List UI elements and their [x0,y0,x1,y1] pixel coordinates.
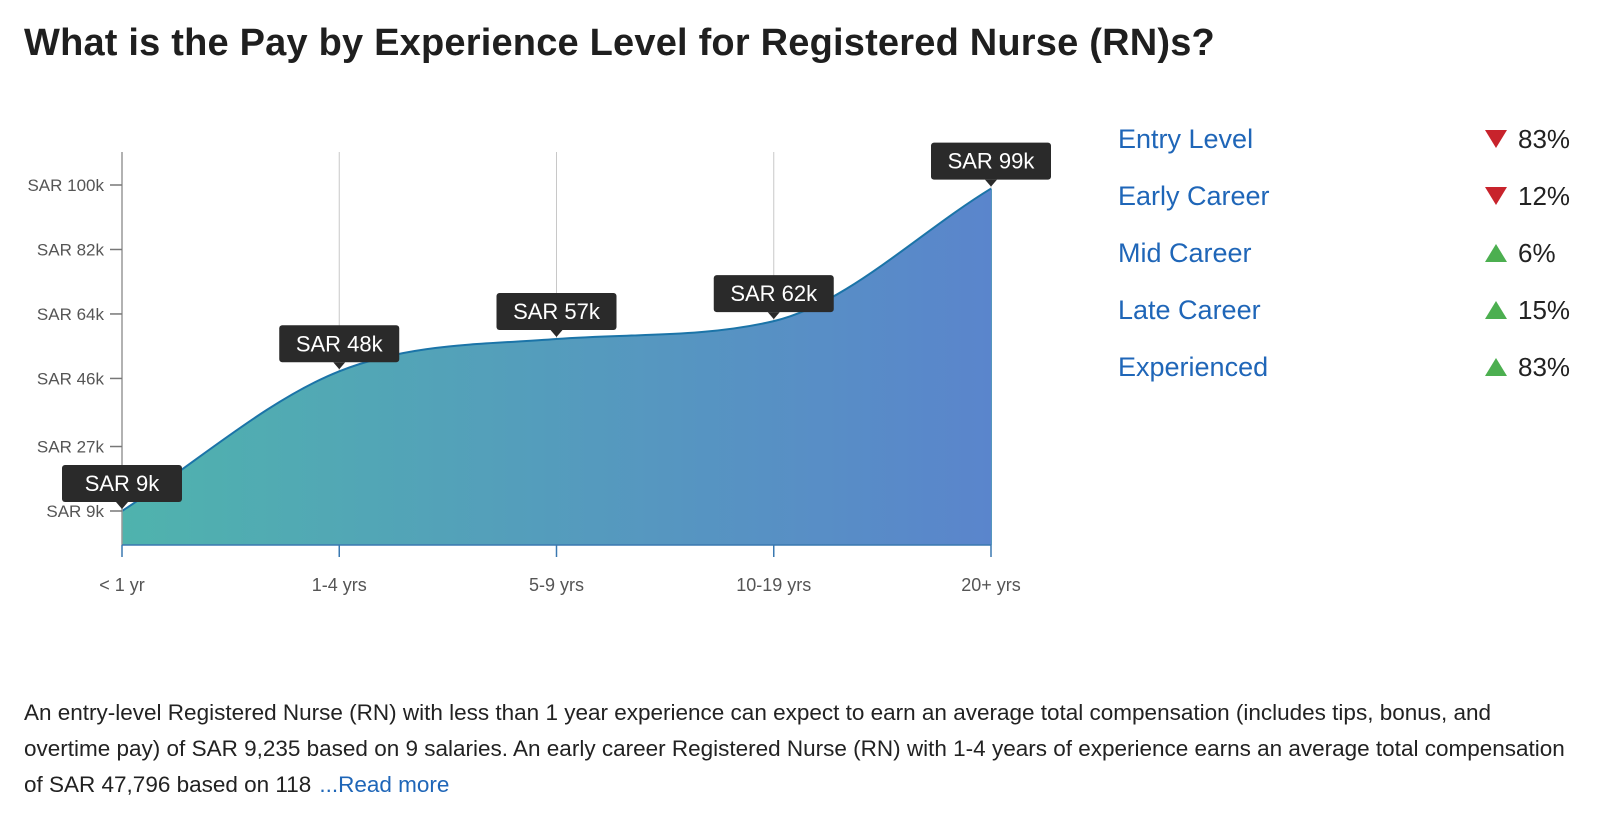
y-tick-label: SAR 46k [37,369,105,388]
x-axis-ticks: < 1 yr 1-4 yrs 5-9 yrs 10-19 yrs 20+ yrs [99,545,1021,595]
y-tick-label: SAR 100k [27,176,104,195]
legend-item-label[interactable]: Late Career [1118,295,1261,325]
value-tooltip: SAR 9k [62,465,182,509]
tooltip-box [713,275,834,313]
triangle-up-icon [1485,244,1507,262]
tooltip-pointer [333,362,346,370]
triangle-up-icon [1485,301,1507,319]
legend-item: Experienced 83% [1118,348,1578,405]
tooltip-pointer [767,312,780,320]
y-tick-label: SAR 27k [37,438,105,457]
legend-item-percent: 83% [1518,124,1571,154]
pay-line [121,187,992,512]
tooltip-box [931,142,1051,180]
x-tick-label: < 1 yr [99,575,145,595]
pay-area [122,188,991,545]
value-tooltip: SAR 57k [496,293,617,338]
triangle-down-icon [1485,187,1507,205]
y-tick-label: SAR 64k [37,305,105,324]
tooltip-label: SAR 9k [85,471,161,496]
value-tooltip: SAR 99k [931,142,1051,187]
tooltip-label: SAR 62k [730,281,818,306]
legend-item-label[interactable]: Experienced [1118,352,1269,382]
page-title: What is the Pay by Experience Level for … [24,22,1215,64]
x-tick-label: 20+ yrs [961,575,1021,595]
pay-by-experience-chart: SAR 9k SAR 27k SAR 46k SAR 64k SAR 82k SAR 10… [27,142,1051,595]
legend-item-label[interactable]: Early Career [1118,181,1270,211]
tooltip-label: SAR 99k [948,149,1036,174]
tooltip-box [279,325,400,363]
tooltip-pointer [985,179,997,187]
legend-item-label[interactable]: Entry Level [1118,124,1254,154]
x-tick-label: 5-9 yrs [529,575,584,595]
triangle-up-icon [1485,358,1507,376]
legend-item: Mid Career 6% [1118,234,1578,291]
y-axis-ticks: SAR 9k SAR 27k SAR 46k SAR 64k SAR 82k SAR 10… [27,176,122,521]
y-tick-label: SAR 9k [46,502,104,521]
legend-item: Late Career 15% [1118,291,1578,348]
tooltip-box [496,293,617,331]
tooltip-pointer [116,502,128,509]
tooltip-box [62,465,182,502]
experience-legend: Entry Level 83% Early Career 12% Mid Career 6… [1118,120,1578,405]
description-paragraph: An entry-level Registered Nurse (RN) wit… [24,695,1574,803]
legend-item-percent: 12% [1518,181,1571,211]
triangle-down-icon [1485,130,1507,148]
tooltip-label: SAR 57k [513,299,601,324]
legend-item-percent: 15% [1518,295,1571,325]
read-more-link[interactable]: ...Read more [319,772,450,797]
value-tooltips: SAR 9k SAR 48k SAR 57k SAR 62k SAR 99k [62,142,1051,509]
legend-item: Early Career 12% [1118,177,1578,234]
description-text: An entry-level Registered Nurse (RN) wit… [24,700,1565,797]
legend-item-percent: 6% [1518,238,1556,268]
value-tooltip: SAR 48k [279,325,400,370]
tooltip-pointer [550,330,563,338]
value-tooltip: SAR 62k [713,275,834,320]
tooltip-label: SAR 48k [296,331,384,356]
x-tick-label: 10-19 yrs [736,575,811,595]
legend-item: Entry Level 83% [1118,120,1578,177]
legend-item-percent: 83% [1518,352,1571,382]
legend-item-label[interactable]: Mid Career [1118,238,1252,268]
y-tick-label: SAR 82k [37,240,105,259]
x-tick-label: 1-4 yrs [312,575,367,595]
